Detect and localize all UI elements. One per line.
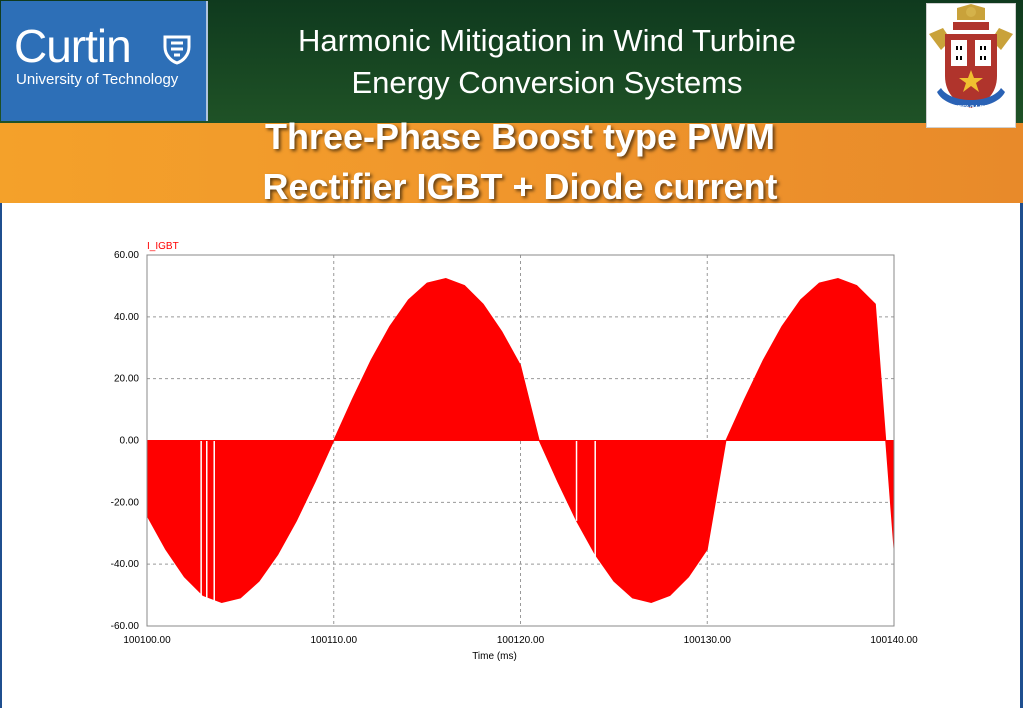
- y-tick-label: -20.00: [111, 497, 140, 508]
- x-tick-labels: 100100.00 100110.00 100120.00 100130.00 1001…: [123, 635, 918, 646]
- y-tick-label: 60.00: [114, 250, 139, 261]
- slide-title: Three-Phase Boost type PWM Rectifier IGB…: [0, 112, 1023, 204]
- legend-series-name: I_IGBT: [147, 241, 179, 252]
- x-tick-label: 100120.00: [497, 635, 545, 646]
- slide-header: Curtin University of Technology Harmonic…: [0, 0, 1023, 123]
- y-tick-label: -40.00: [111, 559, 140, 570]
- university-crest: AD VERVM DUCIT: [926, 3, 1016, 128]
- logo-wordmark: Curtin: [14, 20, 132, 72]
- waveform-area: [146, 277, 895, 604]
- x-axis-label: Time (ms): [472, 651, 517, 662]
- presentation-title: Harmonic Mitigation in Wind Turbine Ener…: [222, 20, 872, 104]
- y-tick-label: 0.00: [120, 436, 140, 447]
- slide-title-clip: Three-Phase Boost type PWM Rectifier IGB…: [0, 110, 1023, 204]
- x-tick-label: 100130.00: [684, 635, 732, 646]
- x-tick-label: 100140.00: [870, 635, 918, 646]
- slide-left-edge: [0, 203, 2, 708]
- slide-title-line2: Rectifier IGBT + Diode current: [262, 166, 778, 204]
- crest-motto: AD VERVM DUCIT: [941, 105, 1001, 112]
- presentation-title-line1: Harmonic Mitigation in Wind Turbine: [298, 23, 796, 58]
- plot-frame: [146, 254, 895, 627]
- title-band: [0, 123, 1023, 203]
- x-tick-label: 100110.00: [310, 635, 357, 646]
- y-tick-label: 20.00: [114, 374, 139, 385]
- curtin-logo: Curtin University of Technology: [1, 1, 208, 121]
- y-tick-labels: 60.00 40.00 20.00 0.00 -20.00 -40.00 -60.00: [111, 250, 140, 632]
- y-tick-label: 40.00: [114, 312, 139, 323]
- slide-title-line1: Three-Phase Boost type PWM: [264, 116, 776, 157]
- shield-icon: [163, 35, 191, 65]
- x-tick-label: 100100.00: [123, 635, 171, 646]
- crest-shield-icon: AD VERVM DUCIT: [929, 4, 1013, 112]
- presentation-title-line2: Energy Conversion Systems: [351, 65, 743, 100]
- slide-right-edge: [1020, 203, 1023, 708]
- y-tick-label: -60.00: [111, 621, 140, 632]
- logo-subtitle: University of Technology: [16, 71, 179, 88]
